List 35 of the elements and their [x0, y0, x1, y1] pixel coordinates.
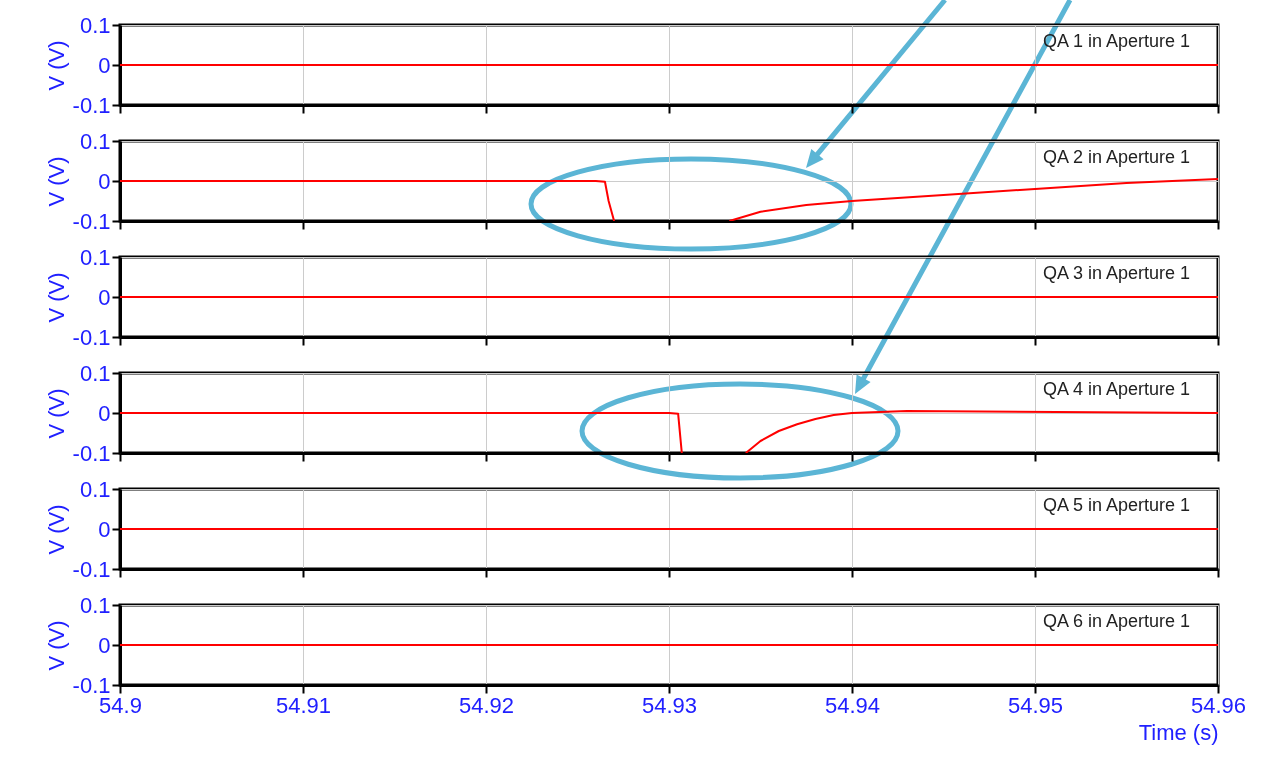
y-tick-label: 0: [98, 400, 111, 426]
y-tick-label: 0.1: [79, 476, 111, 502]
y-tick-label: -0.1: [72, 440, 111, 466]
y-tick-label: 0: [98, 284, 111, 310]
y-tick-label: -0.1: [72, 208, 111, 234]
y-tick-label: 0: [98, 516, 111, 542]
y-axis-title: V (V): [43, 156, 69, 207]
y-tick-label: -0.1: [72, 324, 111, 350]
y-tick-label: 0.1: [79, 12, 111, 38]
annotation: QA 4 in Aperture 1: [1042, 379, 1190, 399]
y-axis-title: V (V): [43, 272, 69, 323]
annotation: QA 6 in Aperture 1: [1042, 611, 1190, 631]
y-tick-label: 0: [98, 632, 111, 658]
y-axis-title: V (V): [43, 40, 69, 91]
annotation: QA 3 in Aperture 1: [1042, 263, 1190, 283]
y-tick-label: 0.1: [79, 592, 111, 618]
x-tick-label: 54.96: [1190, 692, 1247, 718]
annotation: QA 2 in Aperture 1: [1042, 147, 1190, 167]
y-tick-label: -0.1: [72, 556, 111, 582]
x-tick-label: 54.94: [824, 692, 881, 718]
annotation: QA 5 in Aperture 1: [1042, 495, 1190, 515]
y-axis-title: V (V): [43, 620, 69, 671]
y-tick-label: 0: [98, 52, 111, 78]
y-tick-label: 0.1: [79, 360, 111, 386]
y-tick-label: 0: [98, 168, 111, 194]
y-tick-label: -0.1: [72, 92, 111, 118]
y-axis-title: V (V): [43, 388, 69, 439]
x-tick-label: 54.92: [458, 692, 515, 718]
x-tick-label: 54.91: [275, 692, 332, 718]
y-tick-label: 0.1: [79, 128, 111, 154]
y-tick-label: 0.1: [79, 244, 111, 270]
x-tick-label: 54.95: [1007, 692, 1064, 718]
x-axis-title: Time (s): [1138, 719, 1219, 745]
y-axis-title: V (V): [43, 504, 69, 555]
x-tick-label: 54.93: [641, 692, 698, 718]
